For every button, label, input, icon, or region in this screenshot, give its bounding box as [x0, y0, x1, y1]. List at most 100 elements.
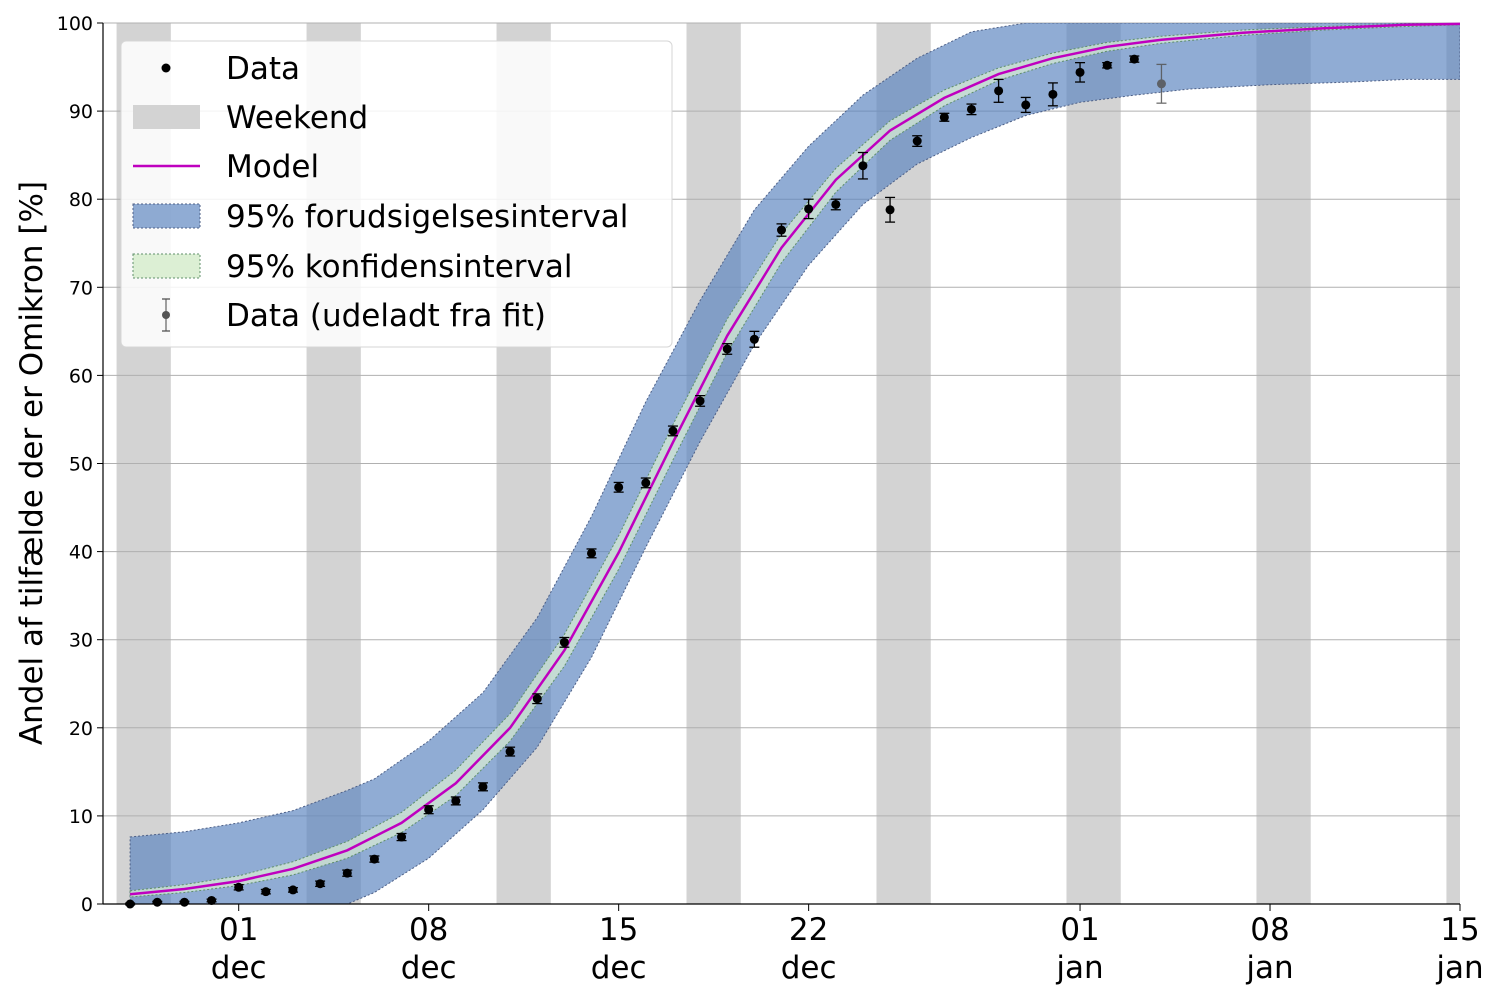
data-marker — [939, 112, 949, 122]
legend-label: 95% forudsigelsesinterval — [226, 199, 628, 235]
data-marker — [804, 204, 814, 214]
data-marker — [261, 887, 271, 897]
data-marker — [1102, 60, 1112, 70]
data-marker — [749, 334, 759, 344]
data-point — [206, 895, 217, 905]
data-marker — [1075, 67, 1085, 77]
data-point — [830, 198, 841, 211]
legend-label: 95% konfidensinterval — [226, 249, 572, 285]
data-point — [885, 196, 896, 223]
data-marker — [397, 832, 407, 842]
x-tick-month: jan — [1435, 950, 1483, 986]
data-point — [532, 693, 543, 705]
legend-data-icon — [161, 63, 171, 73]
data-marker — [695, 396, 705, 406]
data-point — [315, 879, 326, 889]
y-tick-label: 60 — [69, 365, 93, 387]
legend-label: Model — [226, 149, 319, 185]
data-marker — [722, 344, 732, 354]
data-point — [803, 198, 814, 220]
data-marker — [478, 782, 488, 792]
x-tick-day: 15 — [1440, 912, 1479, 948]
data-marker — [858, 161, 868, 171]
data-point — [260, 887, 271, 897]
x-tick-day: 15 — [599, 912, 638, 948]
x-tick-day: 08 — [409, 912, 448, 948]
y-axis-label: Andel af tilfælde der er Omikron [%] — [14, 181, 50, 745]
legend-box — [120, 40, 673, 348]
data-marker — [614, 482, 624, 492]
data-marker — [994, 86, 1004, 96]
data-marker — [668, 426, 678, 436]
data-marker — [342, 868, 352, 878]
data-marker — [1129, 54, 1139, 64]
data-marker — [451, 796, 461, 806]
y-tick-label: 70 — [69, 277, 93, 299]
x-tick-day: 08 — [1250, 912, 1289, 948]
legend-label: Weekend — [226, 100, 368, 136]
data-point — [233, 882, 244, 892]
legend-label: Data (udeladt fra fit) — [226, 298, 546, 334]
confidence-interval — [129, 23, 1460, 898]
data-marker — [152, 897, 162, 907]
x-tick-month: dec — [591, 950, 647, 986]
y-tick-label: 30 — [69, 630, 93, 652]
y-tick-label: 20 — [69, 718, 93, 740]
x-tick-day: 01 — [1060, 912, 1099, 948]
data-point — [993, 78, 1004, 103]
data-point — [586, 548, 597, 559]
legend-excluded-icon — [162, 311, 170, 319]
data-point — [559, 636, 570, 648]
confidence-band — [129, 23, 1460, 898]
data-marker — [641, 478, 651, 488]
data-marker — [234, 882, 244, 892]
y-tick-label: 100 — [57, 13, 93, 35]
data-marker — [1021, 100, 1031, 110]
x-tick-day: 22 — [789, 912, 828, 948]
legend-entry-weekend: Weekend — [133, 100, 368, 136]
legend-weekend-swatch — [133, 105, 200, 129]
legend-confidence-swatch — [132, 253, 201, 279]
data-marker — [532, 694, 542, 704]
legend-entry-prediction: 95% forudsigelsesinterval — [132, 199, 628, 235]
data-marker — [885, 205, 895, 215]
legend-entry-excluded: Data (udeladt fra fit) — [162, 298, 546, 334]
data-marker — [315, 879, 325, 889]
data-marker — [207, 895, 217, 905]
data-point — [1102, 60, 1113, 70]
data-point — [912, 135, 923, 147]
x-tick-day: 01 — [219, 912, 258, 948]
legend-prediction-swatch — [132, 203, 201, 229]
data-marker — [1156, 79, 1166, 89]
data-point — [287, 885, 298, 895]
data-point — [667, 425, 678, 437]
x-tick-month: jan — [1055, 950, 1103, 986]
y-tick-label: 50 — [69, 454, 93, 476]
legend-entry-confidence: 95% konfidensinterval — [132, 249, 572, 285]
x-tick-month: dec — [781, 950, 837, 986]
y-tick-label: 40 — [69, 542, 93, 564]
data-marker — [559, 637, 569, 647]
data-point — [1075, 61, 1086, 83]
data-point — [939, 112, 950, 122]
data-marker — [288, 885, 298, 895]
model-curve — [129, 22, 1461, 896]
legend: Data Weekend Model 95% forudsigelsesinterva… — [120, 40, 673, 348]
data-marker — [777, 225, 786, 235]
data-marker — [505, 747, 515, 757]
data-point — [1047, 82, 1058, 107]
data-point — [749, 330, 760, 348]
data-point — [966, 103, 977, 116]
prediction-band — [129, 23, 1460, 904]
legend-entry-data: Data — [161, 51, 300, 87]
excluded-data-points — [1156, 63, 1167, 104]
data-point — [695, 395, 706, 407]
y-tick-label: 80 — [69, 189, 93, 211]
x-tick-month: dec — [401, 950, 457, 986]
y-tick-label: 10 — [69, 806, 93, 828]
y-tick-label: 90 — [69, 101, 93, 123]
data-marker — [831, 199, 841, 209]
data-point — [505, 746, 516, 757]
